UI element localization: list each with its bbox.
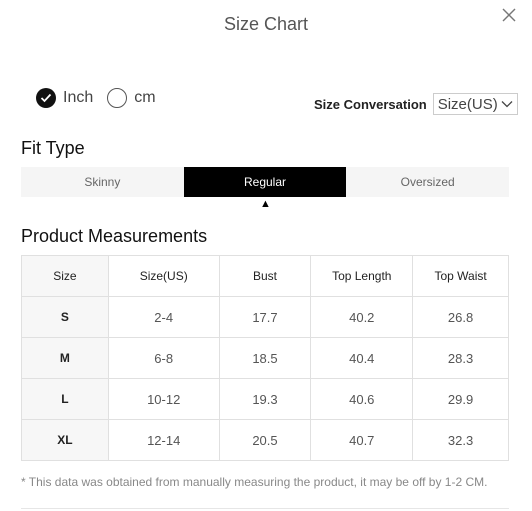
unit-selector: Inch cm — [36, 88, 170, 108]
table-cell: 20.5 — [218, 419, 312, 461]
table-row: XL 12-14 20.5 40.7 32.3 — [21, 419, 509, 461]
fit-type-tabs: Skinny Regular Oversized — [21, 167, 509, 197]
close-button[interactable] — [500, 6, 518, 24]
selected-tab-pointer-icon: ▲ — [260, 198, 271, 210]
table-cell: L — [21, 378, 109, 420]
divider — [21, 508, 509, 509]
size-conversion-value: Size(US) — [437, 95, 498, 113]
fit-type-title: Fit Type — [21, 138, 85, 158]
size-conversion-label: Size Conversation — [314, 96, 427, 112]
unit-option-inch[interactable]: Inch — [36, 88, 93, 108]
table-cell: 12-14 — [107, 419, 220, 461]
size-conversion: Size Conversation Size(US) — [314, 93, 518, 115]
table-cell: 40.2 — [310, 296, 414, 338]
table-cell: 18.5 — [218, 337, 312, 379]
column-header: Size — [21, 255, 109, 297]
measurement-note: * This data was obtained from manually m… — [21, 475, 488, 489]
tab-skinny[interactable]: Skinny — [84, 175, 121, 189]
table-cell: 40.6 — [310, 378, 414, 420]
unchecked-radio-icon[interactable] — [107, 88, 128, 108]
table-cell: 10-12 — [107, 378, 220, 420]
product-measurements-title: Product Measurements — [21, 226, 208, 246]
table-cell: 28.3 — [412, 337, 509, 379]
tab-oversized[interactable]: Oversized — [400, 175, 455, 189]
column-header: Top Waist — [412, 255, 509, 297]
unit-option-cm[interactable]: cm — [107, 88, 156, 108]
table-cell: XL — [21, 419, 109, 461]
column-header: Size(US) — [107, 255, 220, 297]
table-row: S 2-4 17.7 40.2 26.8 — [21, 296, 509, 338]
checked-radio-icon[interactable] — [36, 88, 56, 108]
table-cell: 40.7 — [310, 419, 414, 461]
chevron-down-icon — [501, 101, 513, 108]
column-header: Top Length — [310, 255, 414, 297]
table-cell: 32.3 — [412, 419, 509, 461]
table-row: M 6-8 18.5 40.4 28.3 — [21, 337, 509, 379]
table-cell: 2-4 — [107, 296, 220, 338]
table-header-row: Size Size(US) Bust Top Length Top Waist — [21, 255, 509, 297]
measurements-table: Size Size(US) Bust Top Length Top Waist … — [21, 255, 509, 461]
table-cell: 29.9 — [412, 378, 509, 420]
table-cell: 19.3 — [218, 378, 312, 420]
table-cell: 17.7 — [218, 296, 312, 338]
modal-title: Size Chart — [223, 14, 309, 34]
unit-label-cm: cm — [134, 89, 156, 106]
unit-label-inch: Inch — [63, 89, 94, 106]
table-cell: S — [21, 296, 109, 338]
table-cell: 26.8 — [412, 296, 509, 338]
tab-regular[interactable]: Regular — [183, 167, 347, 197]
close-icon[interactable] — [500, 6, 518, 24]
table-cell: M — [21, 337, 109, 379]
table-cell: 6-8 — [107, 337, 220, 379]
table-cell: 40.4 — [310, 337, 414, 379]
column-header: Bust — [218, 255, 312, 297]
table-row: L 10-12 19.3 40.6 29.9 — [21, 378, 509, 420]
size-conversion-select[interactable]: Size(US) — [432, 93, 518, 115]
